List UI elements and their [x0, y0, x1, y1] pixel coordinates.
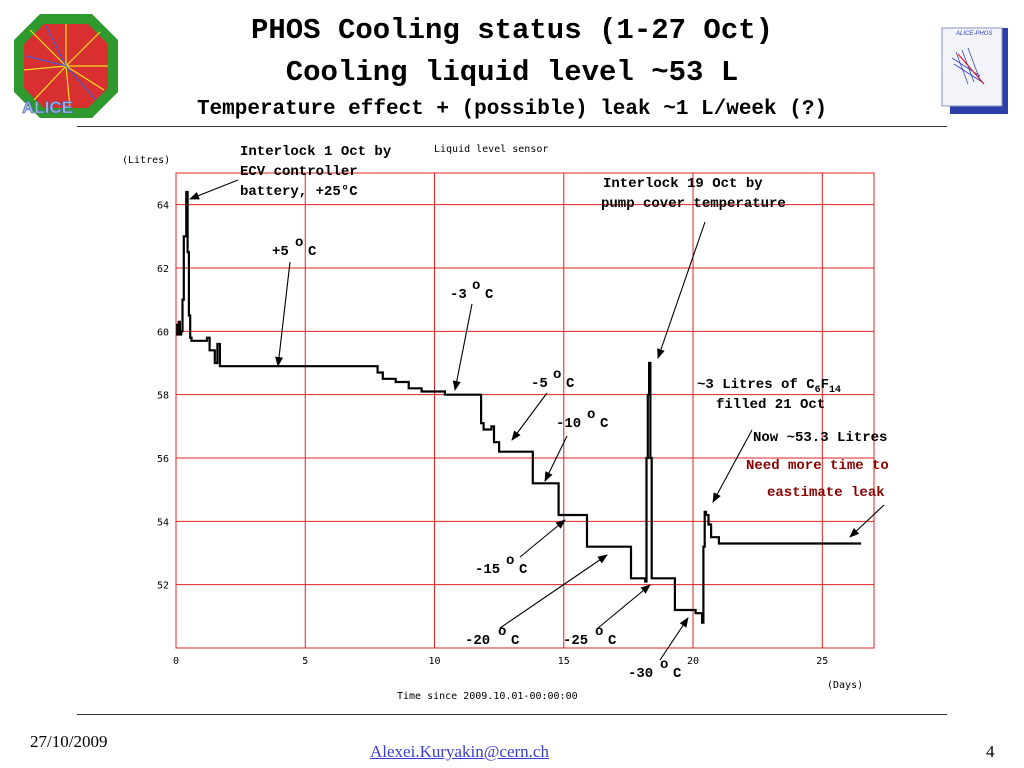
arrow-minus25: [597, 584, 651, 629]
svg-text:C: C: [485, 287, 494, 303]
x-tick-label: 0: [173, 656, 179, 667]
refill-note: ~3 Litres of C6F14 filled 21 Oct: [697, 377, 841, 413]
svg-text:C: C: [566, 376, 575, 392]
temp-plus5: +5 o C: [272, 235, 317, 260]
arrow-now: [849, 504, 885, 538]
arrow-minus5: [511, 392, 548, 441]
svg-text:-5: -5: [531, 376, 548, 392]
svg-text:C: C: [600, 416, 609, 432]
y-tick-label: 64: [157, 201, 169, 212]
sensor-label: Liquid level sensor: [434, 144, 548, 155]
temp-minus10: -10 o C: [556, 407, 609, 432]
interlock19-line2: pump cover temperature: [601, 196, 786, 212]
arrow-minus20: [499, 554, 608, 629]
svg-text:o: o: [553, 367, 561, 383]
svg-text:+5: +5: [272, 244, 289, 260]
svg-text:filled 21 Oct: filled 21 Oct: [716, 397, 825, 413]
svg-text:o: o: [498, 624, 506, 640]
svg-text:-3: -3: [450, 287, 467, 303]
svg-text:C: C: [673, 666, 682, 682]
x-tick-label: 20: [687, 656, 699, 667]
arrow-interlock19: [657, 221, 706, 359]
y-tick-label: 52: [157, 581, 169, 592]
arrow-plus5: [275, 261, 291, 367]
arrow-refill: [712, 429, 753, 503]
y-tick-label: 58: [157, 391, 169, 402]
arrow-minus15: [519, 519, 566, 558]
svg-text:-25: -25: [563, 633, 588, 649]
slide-title: PHOS Cooling status (1-27 Oct): [250, 14, 774, 47]
temp-minus20: -20 o C: [465, 624, 520, 649]
footer-divider: [77, 714, 947, 715]
svg-text:-30: -30: [628, 666, 653, 682]
arrow-interlock1: [189, 179, 239, 200]
svg-text:o: o: [587, 407, 595, 423]
arrow-minus30: [659, 617, 689, 661]
y-tick-label: 62: [157, 264, 169, 275]
x-axis-unit: (Days): [827, 680, 863, 691]
interlock1-line2: ECV controller: [240, 164, 358, 180]
interlock1-line3: battery, +25°C: [240, 184, 358, 200]
svg-text:-20: -20: [465, 633, 490, 649]
svg-text:o: o: [660, 657, 668, 673]
temp-minus15: -15 o C: [475, 553, 528, 578]
now-level-note: Now ~53.3 Litres: [753, 430, 887, 446]
header-divider: [77, 126, 947, 127]
y-tick-label: 56: [157, 454, 169, 465]
plot-frame: [175, 172, 875, 649]
arrow-minus3: [452, 303, 473, 391]
annotation-arrows: [189, 179, 885, 661]
y-axis-label: (Litres): [122, 155, 170, 166]
svg-text:-10: -10: [556, 416, 581, 432]
alice-phos-logo-label: ALICE-PHOS: [956, 31, 993, 37]
svg-text:o: o: [472, 278, 480, 294]
svg-text:-15: -15: [475, 562, 500, 578]
need-more-line2: eastimate leak: [767, 485, 885, 501]
level-series-line: [176, 190, 862, 624]
svg-text:C: C: [511, 633, 520, 649]
y-tick-label: 54: [157, 517, 169, 528]
y-tick-label: 60: [157, 327, 169, 338]
svg-text:C: C: [308, 244, 317, 260]
svg-text:o: o: [595, 624, 603, 640]
interlock19-line1: Interlock 19 Oct by: [603, 176, 763, 192]
temp-minus3: -3 o C: [450, 278, 494, 303]
x-tick-label: 10: [428, 656, 440, 667]
svg-text:o: o: [506, 553, 514, 569]
temp-minus5: -5 o C: [531, 367, 575, 392]
temp-minus25: -25 o C: [563, 624, 617, 649]
need-more-line1: Need more time to: [746, 458, 889, 474]
temp-minus30: -30 o C: [628, 657, 682, 682]
x-tick-label: 15: [558, 656, 570, 667]
x-tick-label: 25: [816, 656, 828, 667]
arrow-minus10: [544, 435, 568, 482]
footer-email-link[interactable]: Alexei.Kuryakin@cern.ch: [370, 742, 549, 761]
svg-text:~3 Litres of C6F14: ~3 Litres of C6F14: [697, 377, 841, 396]
svg-text:C: C: [608, 633, 617, 649]
slide-subheading: Temperature effect + (possible) leak ~1 …: [196, 98, 828, 121]
svg-text:o: o: [295, 235, 303, 251]
interlock1-line1: Interlock 1 Oct by: [240, 144, 392, 160]
slide-subtitle: Cooling liquid level ~53 L: [285, 56, 739, 89]
x-axis-label: Time since 2009.10.01-00:00:00: [397, 691, 578, 702]
svg-text:C: C: [519, 562, 528, 578]
footer-date: 27/10/2009: [30, 732, 108, 751]
x-tick-label: 5: [302, 656, 308, 667]
page-number: 4: [986, 742, 995, 761]
